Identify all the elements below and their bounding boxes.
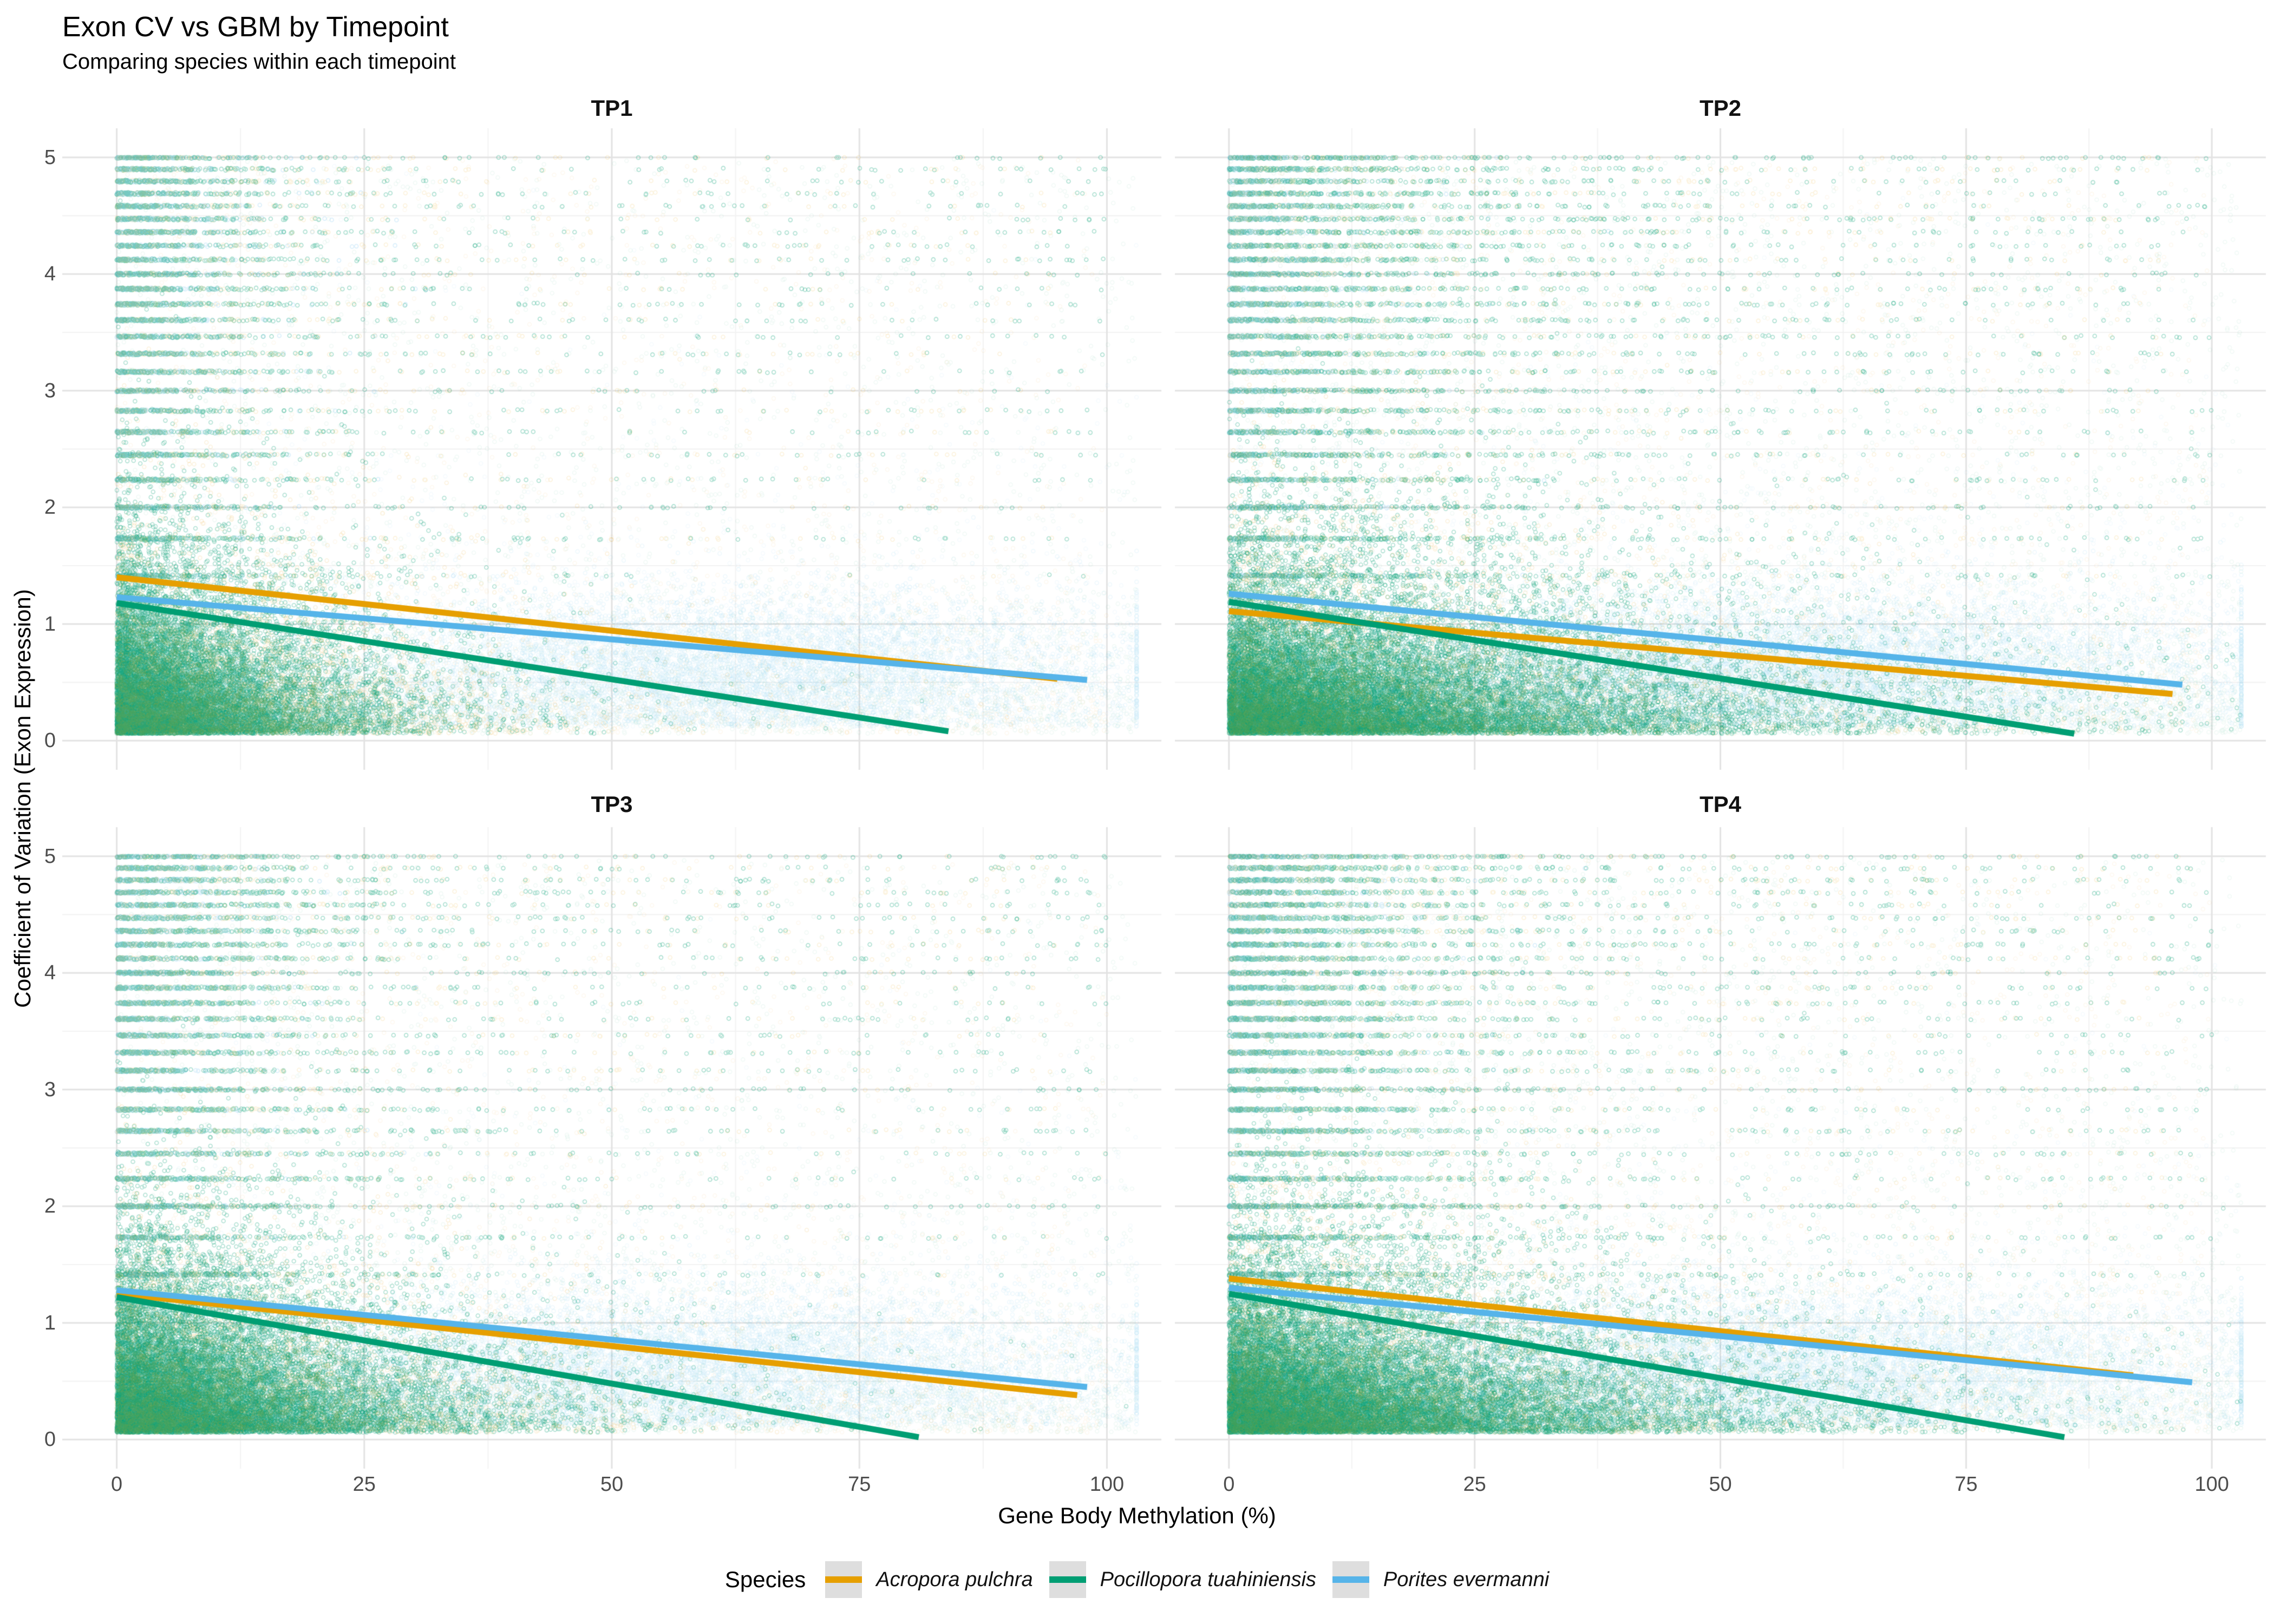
legend: Species Acropora pulchra Pocillopora tua… xyxy=(0,1559,2274,1600)
plot-subtitle: Comparing species within each timepoint xyxy=(62,50,456,74)
y-tick-label: 3 xyxy=(44,1078,56,1101)
legend-label-pocillopora: Pocillopora tuahiniensis xyxy=(1100,1568,1316,1591)
legend-key-porites xyxy=(1332,1561,1369,1598)
legend-item-porites: Porites evermanni xyxy=(1332,1561,1549,1598)
y-tick-label: 1 xyxy=(44,612,56,636)
legend-label-porites: Porites evermanni xyxy=(1383,1568,1550,1591)
x-tick-label: 0 xyxy=(111,1473,123,1496)
x-tick-label: 75 xyxy=(848,1473,871,1496)
legend-item-pocillopora: Pocillopora tuahiniensis xyxy=(1049,1561,1316,1598)
x-tick-label: 0 xyxy=(1223,1473,1235,1496)
facet-label-tp4: TP4 xyxy=(1699,791,1742,817)
y-tick-label: 3 xyxy=(44,379,56,402)
x-tick-label: 50 xyxy=(1709,1473,1732,1496)
y-tick-label: 5 xyxy=(44,844,56,868)
y-tick-label: 2 xyxy=(44,496,56,519)
legend-key-acropora xyxy=(825,1561,862,1598)
y-tick-label: 1 xyxy=(44,1311,56,1334)
trend-line-swatch-porites xyxy=(1332,1576,1369,1583)
y-tick-label: 0 xyxy=(44,729,56,752)
y-tick-label: 0 xyxy=(44,1428,56,1451)
x-tick-label: 75 xyxy=(1955,1473,1978,1496)
legend-title: Species xyxy=(724,1567,806,1592)
y-tick-label: 4 xyxy=(44,263,56,286)
legend-key-pocillopora xyxy=(1049,1561,1086,1598)
x-tick-label: 25 xyxy=(1463,1473,1486,1496)
facet-label-tp2: TP2 xyxy=(1699,95,1742,121)
trend-line-swatch-acropora xyxy=(825,1576,862,1583)
x-tick-label: 100 xyxy=(2194,1473,2229,1496)
x-axis-title: Gene Body Methylation (%) xyxy=(998,1503,1276,1528)
y-tick-label: 2 xyxy=(44,1195,56,1218)
x-tick-label: 25 xyxy=(352,1473,376,1496)
legend-label-acropora: Acropora pulchra xyxy=(876,1568,1033,1591)
trend-line-swatch-pocillopora xyxy=(1049,1576,1086,1583)
x-tick-label: 50 xyxy=(600,1473,624,1496)
legend-item-acropora: Acropora pulchra xyxy=(825,1561,1033,1598)
y-axis-title: Coefficient of Variation (Exon Expressio… xyxy=(10,589,35,1008)
x-tick-label: 100 xyxy=(1089,1473,1125,1496)
facet-label-tp3: TP3 xyxy=(591,791,633,817)
plot-title: Exon CV vs GBM by Timepoint xyxy=(62,11,449,43)
y-tick-label: 4 xyxy=(44,961,56,985)
y-tick-label: 5 xyxy=(44,146,56,169)
facet-label-tp1: TP1 xyxy=(591,95,633,121)
